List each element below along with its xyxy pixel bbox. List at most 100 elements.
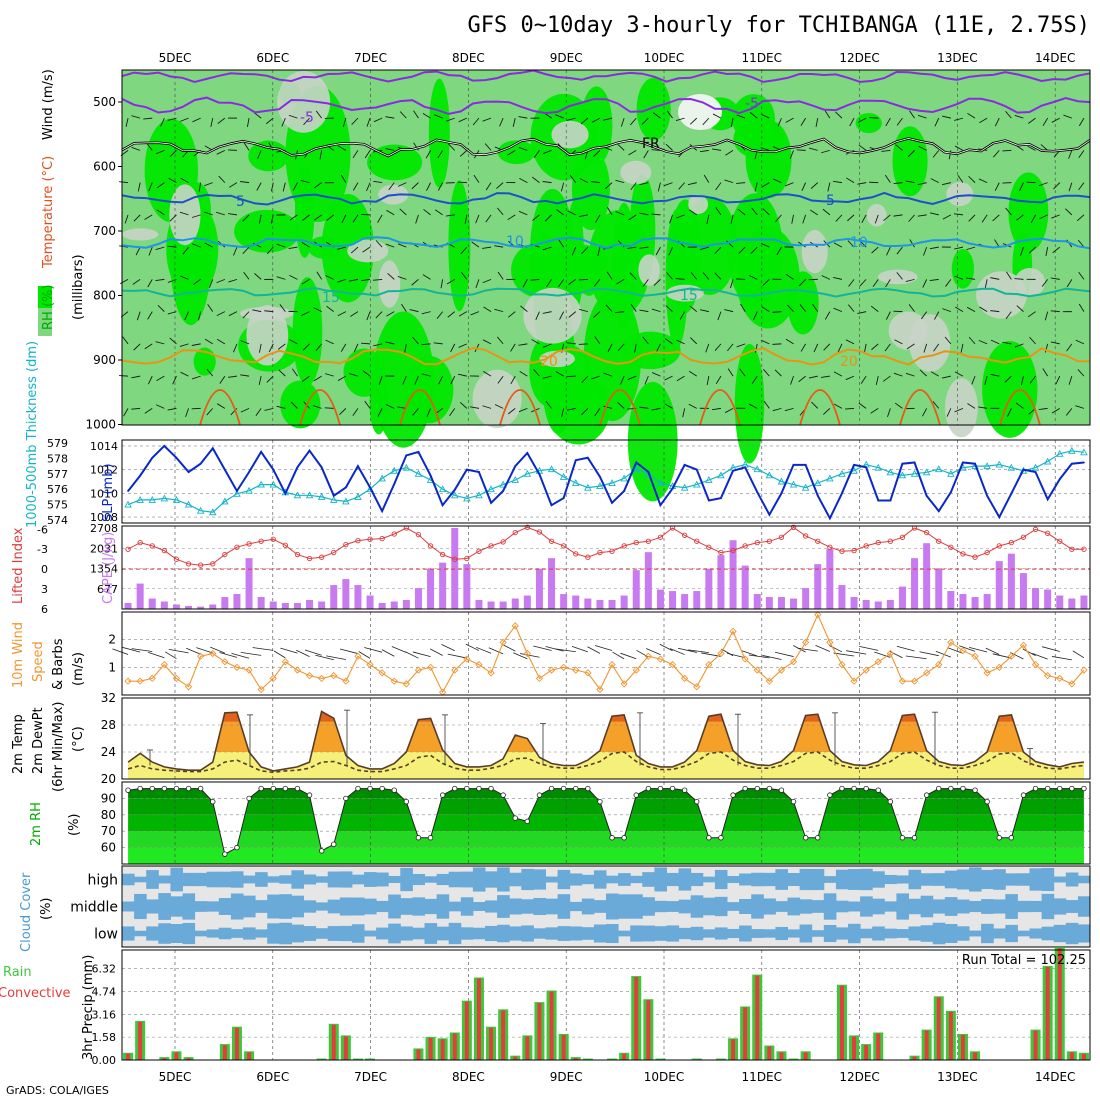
wind-barb [617,343,625,351]
cloud-cover-cell [267,894,280,919]
cape-bar [1019,573,1027,609]
rh2m-point [234,844,240,851]
rh-dry-patch [909,314,951,372]
thickness-point [995,460,1004,468]
cape-bar [1068,598,1076,609]
wind-barb [809,209,818,216]
wind-barb [606,206,613,216]
precip-tick-label: 3.16 [92,1008,117,1021]
wind-barb [446,117,455,122]
precip-tick-label: 0.00 [92,1054,117,1067]
wind-barb [919,369,927,377]
wind10-point [717,649,725,658]
wind-barb [907,150,915,158]
wind-barb [702,117,710,126]
cloud-cover-cell [376,900,389,913]
wind-barb [954,117,964,121]
rh2m-point [621,835,627,841]
temp2m-low-band [128,752,1084,779]
thickness-point [838,469,846,477]
cloud-cover-cell [303,926,317,941]
rh2m-point [669,785,676,792]
cape-frame [121,525,1091,610]
rh2m-point [524,818,531,825]
wind-barb [1028,117,1036,124]
rh-moist-patch [497,140,536,165]
rh2m-point [778,787,785,793]
wind-barb [799,279,806,287]
wind-barb [242,246,250,254]
slp-point [586,456,589,459]
wind10-barb [231,653,250,659]
wind-barb [482,339,492,345]
wind10-barb [896,645,915,652]
cloud-cover-cell [424,876,438,883]
wind10-barb [465,643,480,651]
precip-convective-bar [234,1027,239,1060]
cloud-cover-cell [146,926,159,941]
cloud-cover-cell [581,927,595,940]
wind10-barb [969,646,988,653]
precip-convective-bar [186,1058,191,1060]
slp-point [344,486,347,489]
cape-bar [947,591,955,609]
wind-barb [1044,311,1049,321]
cloud-cover-cell [860,896,873,917]
slp-point [720,497,722,499]
wind10-point [572,666,580,674]
thickness-point [342,497,350,505]
cape-bar [584,598,592,609]
wind-barb [143,117,153,120]
wind-barb [666,272,673,280]
temp2m-label-4: (°C) [71,726,86,752]
wind-barb [566,407,576,411]
thickness-point [1068,446,1076,454]
wind-barb [386,311,395,317]
cape-bar [414,588,422,609]
slp-point [332,494,335,497]
cloud-cover-cell [545,876,559,883]
wind-barb [252,242,262,248]
cape-bar [1080,595,1088,609]
thickness-point [329,496,338,503]
wind-barb [750,246,758,254]
wind10-barb [513,652,528,660]
lifted-index-point [331,549,337,556]
wind-barb [594,336,601,345]
thickness-point [922,468,931,476]
top-date-8dec: 8DEC [452,51,485,65]
wind-barb [219,375,226,384]
cloud-cover-cell [448,922,462,945]
wind-barb [682,408,686,418]
wind10-label-3: & Barbs [51,638,66,690]
slp-point [272,468,275,471]
cloud-cover-cell [848,923,861,944]
wind-barb [350,311,359,317]
wind-barb [303,117,310,126]
wind-barb [593,279,601,287]
wind10-point [753,666,761,674]
wind-barb [366,117,371,127]
bottom-date-11dec: 11DEC [742,1070,782,1084]
cape-bar [342,579,350,609]
slp-point [1034,471,1037,473]
rh2m-band [128,847,1084,864]
cloud-cover-cell [618,894,631,919]
isotherm-25 [499,389,541,426]
wind-barb [507,149,516,156]
rh2m-point [427,835,434,841]
rh2m-band [128,814,1084,832]
lifted-index-point [234,544,240,550]
precip-convective-bar [464,1001,469,1060]
wind-barb [689,305,698,312]
rh2m-point [984,798,990,805]
wind-barb [967,112,976,119]
cloud-cover-cell [1065,872,1079,887]
cloud-cover-cell [412,897,425,916]
wind-barb [665,305,673,312]
wind10-barb [874,651,891,658]
wind-barb [484,143,492,151]
wind-barb [475,279,480,289]
rh-moist-patch [727,193,783,308]
cloud-cover-cell [666,925,680,942]
